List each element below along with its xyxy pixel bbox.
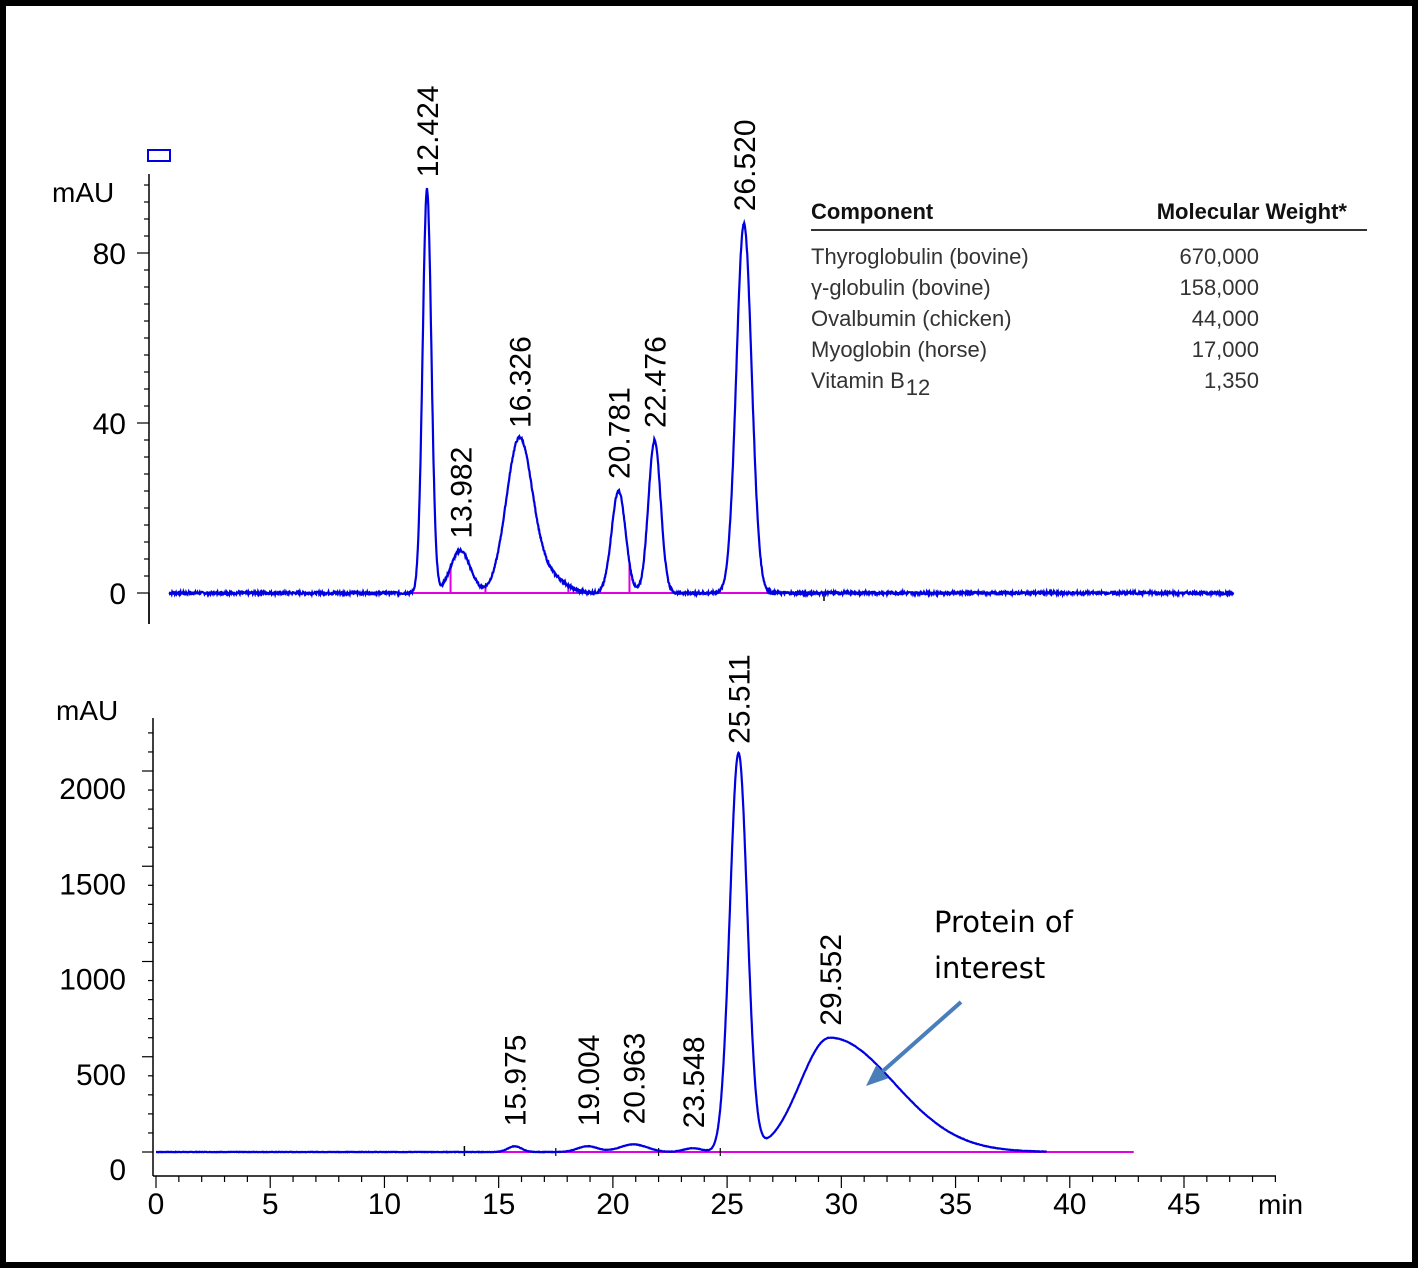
top-y-axis-label: mAU xyxy=(52,177,114,208)
table-row-subscript: 12 xyxy=(906,375,930,400)
table-rows: Thyroglobulin (bovine) 670,000 γ-globulin … xyxy=(811,244,1259,400)
bottom-x-axis: 0 5 10 15 20 25 30 35 40 45 xyxy=(148,1175,1276,1221)
bottom-y-tick-label: 1500 xyxy=(59,868,126,901)
table-row-component: Ovalbumin (chicken) xyxy=(811,306,1012,331)
table-row-molecular-weight: 158,000 xyxy=(1179,275,1259,300)
bottom-y-tick-label: 500 xyxy=(76,1059,126,1092)
peak-label: 23.548 xyxy=(678,1036,711,1128)
marker-box xyxy=(147,149,171,162)
bottom-y-tick-label: 1000 xyxy=(59,964,126,997)
peak-label: 12.424 xyxy=(412,85,445,177)
peak-label: 29.552 xyxy=(815,934,848,1026)
bottom-y-tick-label: 0 xyxy=(109,1154,126,1187)
bottom-integration-baseline xyxy=(463,1146,1134,1156)
table-row-component: γ-globulin (bovine) xyxy=(811,275,991,300)
top-y-tick-label: 80 xyxy=(93,238,126,271)
x-axis-unit-label: min xyxy=(1258,1189,1303,1220)
protein-of-interest-annotation: Protein of interest xyxy=(866,905,1074,1086)
bottom-x-tick-label: 0 xyxy=(148,1188,165,1221)
table-row-molecular-weight: 17,000 xyxy=(1192,337,1259,362)
peak-label: 25.511 xyxy=(724,654,757,744)
table-row-molecular-weight: 670,000 xyxy=(1179,244,1259,269)
bottom-y-axis: 0 500 1000 1500 2000 xyxy=(59,718,154,1187)
peak-label: 26.520 xyxy=(729,119,762,211)
bottom-x-tick-label: 20 xyxy=(596,1188,629,1221)
bottom-x-tick-label: 15 xyxy=(482,1188,515,1221)
table-row-molecular-weight: 1,350 xyxy=(1204,368,1259,393)
bottom-x-tick-label: 45 xyxy=(1167,1188,1200,1221)
peak-label: 22.476 xyxy=(640,336,673,428)
table-header-component: Component xyxy=(811,199,934,224)
bottom-x-tick-label: 5 xyxy=(262,1188,279,1221)
peak-label: 13.982 xyxy=(445,447,478,539)
table-row-component: Vitamin B xyxy=(811,368,905,393)
top-integration-baseline xyxy=(404,562,820,594)
peak-label: 20.781 xyxy=(604,387,637,479)
top-y-tick-label: 40 xyxy=(93,408,126,441)
peak-label: 16.326 xyxy=(504,336,537,428)
annotation-line-1: Protein of xyxy=(934,905,1074,939)
table-header-molecular-weight: Molecular Weight* xyxy=(1157,199,1348,224)
top-y-tick-label: 0 xyxy=(109,578,126,611)
bottom-x-tick-label: 10 xyxy=(368,1188,401,1221)
top-chromatogram-panel: mAU 0 40 80 12.424 13.982 16.326 20.78122.476… xyxy=(52,85,1367,624)
bottom-y-axis-label: mAU xyxy=(56,695,118,726)
bottom-x-tick-label: 35 xyxy=(939,1188,972,1221)
molecular-weight-table: Component Molecular Weight* Thyroglobuli… xyxy=(811,199,1367,400)
table-row-component: Myoglobin (horse) xyxy=(811,337,987,362)
bottom-y-tick-label: 2000 xyxy=(59,773,126,806)
table-row-molecular-weight: 44,000 xyxy=(1192,306,1259,331)
bottom-x-tick-label: 25 xyxy=(710,1188,743,1221)
annotation-arrow xyxy=(881,1000,963,1073)
peak-label: 15.975 xyxy=(500,1035,533,1127)
top-y-axis: 0 40 80 xyxy=(93,174,825,624)
bottom-chromatogram-trace xyxy=(156,751,1047,1154)
annotation-line-2: interest xyxy=(934,951,1045,985)
bottom-x-tick-label: 40 xyxy=(1053,1188,1086,1221)
chromatogram-figure: mAU 0 40 80 12.424 13.982 16.326 20.78122.476… xyxy=(52,85,1367,1221)
annotation-arrowhead xyxy=(866,1064,889,1086)
bottom-peak-labels: 15.975 19.004 20.963 23.548 25.511 29.552 xyxy=(500,654,848,1128)
top-chromatogram-trace xyxy=(168,187,1235,599)
bottom-x-tick-label: 30 xyxy=(825,1188,858,1221)
peak-label: 19.004 xyxy=(573,1035,606,1127)
peak-label: 20.963 xyxy=(618,1033,651,1125)
table-row-component: Thyroglobulin (bovine) xyxy=(811,244,1029,269)
